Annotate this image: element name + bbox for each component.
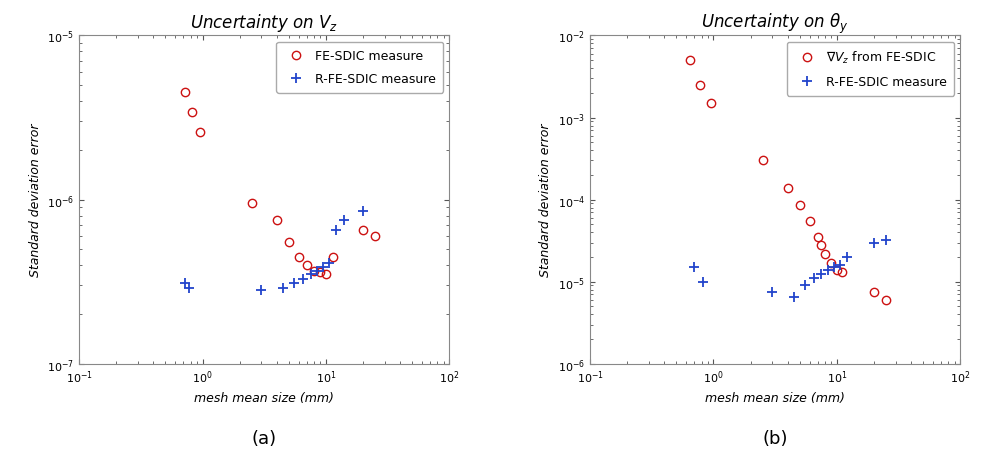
R-FE-SDIC measure bbox=[880, 238, 892, 243]
$\nabla V_z$ from FE-SDIC bbox=[694, 83, 706, 88]
R-FE-SDIC measure bbox=[788, 295, 800, 300]
$\nabla V_z$ from FE-SDIC bbox=[794, 203, 806, 209]
R-FE-SDIC measure bbox=[288, 281, 300, 286]
R-FE-SDIC measure bbox=[357, 209, 369, 214]
Title: Uncertainty on $V_z$: Uncertainty on $V_z$ bbox=[190, 12, 339, 34]
FE-SDIC measure bbox=[357, 228, 369, 233]
$\nabla V_z$ from FE-SDIC bbox=[826, 261, 838, 266]
FE-SDIC measure bbox=[369, 234, 381, 239]
Text: (b): (b) bbox=[762, 430, 788, 447]
FE-SDIC measure bbox=[283, 240, 295, 245]
$\nabla V_z$ from FE-SDIC bbox=[756, 158, 768, 164]
Y-axis label: Standard deviation error: Standard deviation error bbox=[29, 124, 42, 277]
Legend: FE-SDIC measure, R-FE-SDIC measure: FE-SDIC measure, R-FE-SDIC measure bbox=[276, 43, 444, 94]
FE-SDIC measure bbox=[301, 263, 313, 268]
R-FE-SDIC measure bbox=[697, 279, 709, 285]
Title: Uncertainty on $\theta_y$: Uncertainty on $\theta_y$ bbox=[701, 12, 849, 36]
FE-SDIC measure bbox=[293, 254, 305, 260]
Line: R-FE-SDIC measure: R-FE-SDIC measure bbox=[689, 236, 891, 302]
Y-axis label: Standard deviation error: Standard deviation error bbox=[540, 124, 552, 277]
R-FE-SDIC measure bbox=[297, 276, 309, 282]
$\nabla V_z$ from FE-SDIC bbox=[684, 58, 696, 64]
R-FE-SDIC measure bbox=[799, 283, 811, 288]
$\nabla V_z$ from FE-SDIC bbox=[816, 243, 828, 248]
FE-SDIC measure bbox=[315, 270, 327, 276]
FE-SDIC measure bbox=[308, 268, 320, 273]
R-FE-SDIC measure bbox=[318, 264, 330, 270]
R-FE-SDIC measure bbox=[323, 261, 335, 266]
$\nabla V_z$ from FE-SDIC bbox=[837, 270, 848, 275]
R-FE-SDIC measure bbox=[688, 265, 700, 270]
$\nabla V_z$ from FE-SDIC bbox=[705, 101, 717, 106]
FE-SDIC measure bbox=[186, 111, 198, 116]
R-FE-SDIC measure bbox=[183, 286, 195, 291]
$\nabla V_z$ from FE-SDIC bbox=[812, 235, 824, 240]
Line: FE-SDIC measure: FE-SDIC measure bbox=[181, 89, 379, 279]
FE-SDIC measure bbox=[271, 218, 283, 223]
R-FE-SDIC measure bbox=[277, 286, 289, 291]
R-FE-SDIC measure bbox=[766, 289, 778, 295]
R-FE-SDIC measure bbox=[841, 255, 852, 260]
R-FE-SDIC measure bbox=[305, 272, 317, 278]
Line: $\nabla V_z$ from FE-SDIC: $\nabla V_z$ from FE-SDIC bbox=[686, 57, 890, 304]
$\nabla V_z$ from FE-SDIC bbox=[782, 186, 794, 191]
Text: (a): (a) bbox=[251, 430, 277, 447]
$\nabla V_z$ from FE-SDIC bbox=[831, 268, 842, 273]
FE-SDIC measure bbox=[246, 201, 257, 207]
R-FE-SDIC measure bbox=[829, 265, 841, 270]
R-FE-SDIC measure bbox=[255, 288, 267, 293]
Line: R-FE-SDIC measure: R-FE-SDIC measure bbox=[180, 207, 368, 296]
$\nabla V_z$ from FE-SDIC bbox=[819, 251, 831, 257]
R-FE-SDIC measure bbox=[312, 268, 324, 273]
FE-SDIC measure bbox=[179, 91, 191, 96]
FE-SDIC measure bbox=[320, 272, 332, 278]
R-FE-SDIC measure bbox=[816, 272, 828, 277]
$\nabla V_z$ from FE-SDIC bbox=[868, 289, 880, 295]
$\nabla V_z$ from FE-SDIC bbox=[804, 219, 816, 224]
R-FE-SDIC measure bbox=[808, 276, 820, 282]
FE-SDIC measure bbox=[194, 130, 206, 135]
R-FE-SDIC measure bbox=[179, 281, 191, 286]
R-FE-SDIC measure bbox=[834, 263, 845, 268]
X-axis label: mesh mean size (mm): mesh mean size (mm) bbox=[705, 391, 845, 404]
Legend: $\nabla V_z$ from FE-SDIC, R-FE-SDIC measure: $\nabla V_z$ from FE-SDIC, R-FE-SDIC mea… bbox=[787, 43, 954, 96]
R-FE-SDIC measure bbox=[823, 268, 835, 273]
R-FE-SDIC measure bbox=[868, 240, 880, 246]
R-FE-SDIC measure bbox=[339, 218, 350, 223]
FE-SDIC measure bbox=[328, 254, 340, 260]
$\nabla V_z$ from FE-SDIC bbox=[880, 298, 892, 303]
R-FE-SDIC measure bbox=[330, 228, 342, 233]
X-axis label: mesh mean size (mm): mesh mean size (mm) bbox=[194, 391, 335, 404]
